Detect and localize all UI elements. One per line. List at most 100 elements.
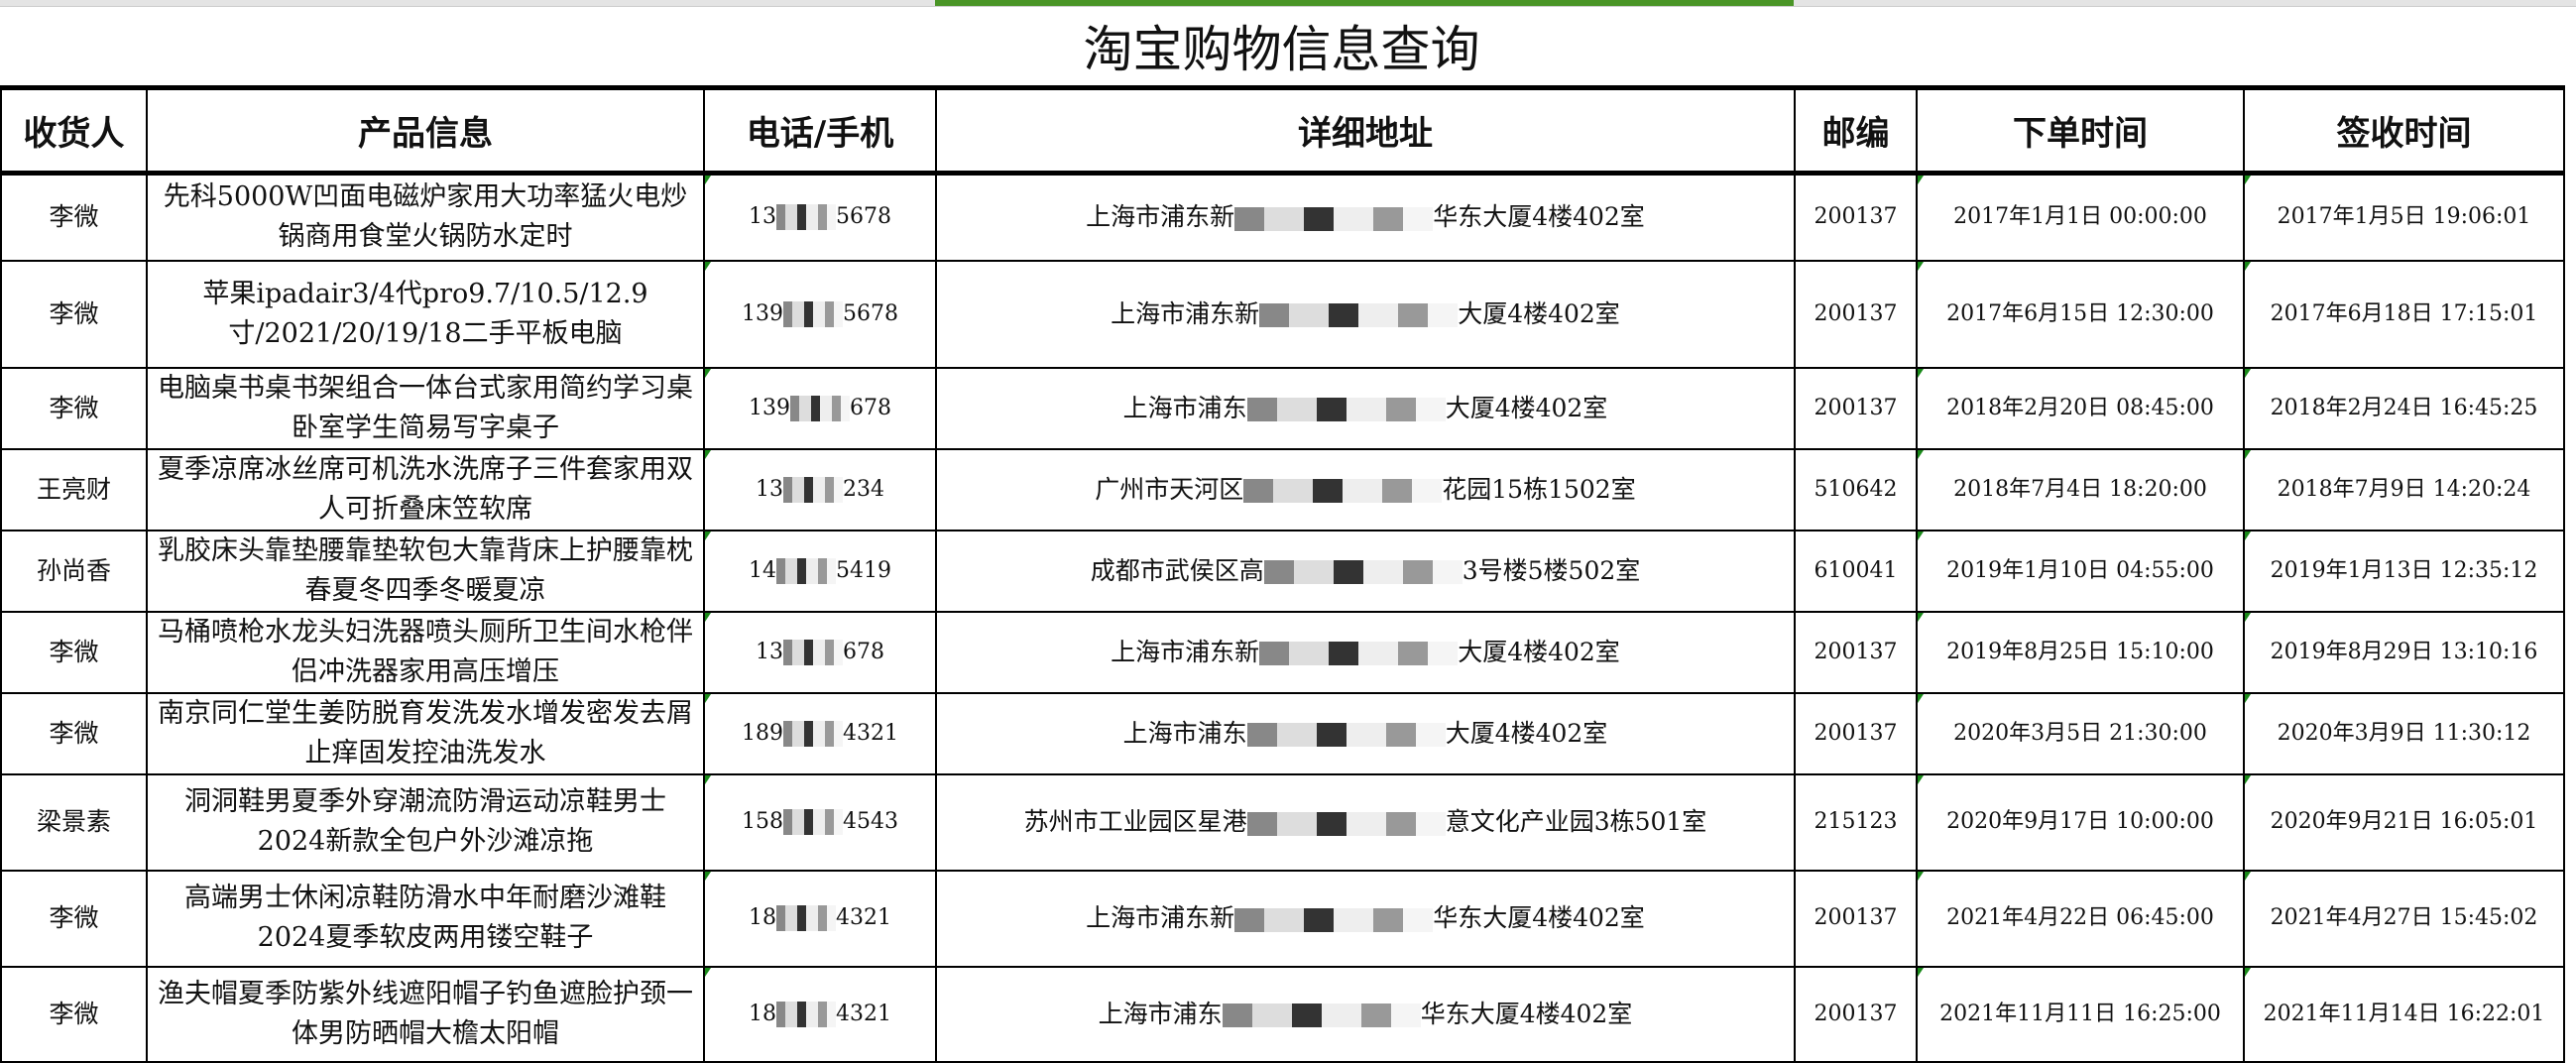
- cell-address[interactable]: 上海市浦东 大厦4楼402室: [935, 691, 1796, 775]
- cell-recipient[interactable]: 李微: [0, 172, 148, 262]
- cell-recipient[interactable]: 孙尚香: [0, 529, 148, 613]
- cell-product[interactable]: 夏季凉席冰丝席可机洗水洗席子三件套家用双人可折叠床笠软席: [146, 447, 705, 532]
- cell-order-time[interactable]: 2018年7月4日 18:20:00: [1916, 447, 2245, 532]
- address-visible-end: 大厦4楼402室: [1445, 393, 1608, 422]
- phone-visible-start: 14: [749, 557, 776, 583]
- cell-order-time[interactable]: 2017年6月15日 12:30:00: [1916, 259, 2245, 369]
- cell-phone[interactable]: 139 5678: [703, 259, 937, 369]
- header-zip[interactable]: 邮编: [1794, 85, 1918, 176]
- cell-recipient[interactable]: 李微: [0, 366, 148, 450]
- cell-zip[interactable]: 200137: [1794, 259, 1918, 369]
- header-address[interactable]: 详细地址: [935, 85, 1796, 176]
- header-sign-time[interactable]: 签收时间: [2243, 85, 2565, 176]
- cell-sign-time[interactable]: 2021年11月14日 16:22:01: [2243, 965, 2565, 1063]
- cell-phone[interactable]: 13 234: [703, 447, 937, 532]
- cell-zip[interactable]: 200137: [1794, 172, 1918, 262]
- cell-phone[interactable]: 139 678: [703, 366, 937, 450]
- cell-zip[interactable]: 215123: [1794, 772, 1918, 872]
- cell-sign-time[interactable]: 2017年1月5日 19:06:01: [2243, 172, 2565, 262]
- phone-visible-start: 189: [742, 720, 783, 746]
- cell-product[interactable]: 乳胶床头靠垫腰靠垫软包大靠背床上护腰靠枕春夏冬四季冬暖夏凉: [146, 529, 705, 613]
- address-visible-end: 意文化产业园3栋501室: [1445, 807, 1707, 836]
- cell-sign-time[interactable]: 2020年9月21日 16:05:01: [2243, 772, 2565, 872]
- cell-product[interactable]: 先科5000W凹面电磁炉家用大功率猛火电炒锅商用食堂火锅防水定时: [146, 172, 705, 262]
- cell-zip[interactable]: 200137: [1794, 869, 1918, 968]
- cell-address[interactable]: 成都市武侯区高 3号楼5楼502室: [935, 529, 1796, 613]
- cell-phone[interactable]: 14 5419: [703, 529, 937, 613]
- cell-phone[interactable]: 18 4321: [703, 869, 937, 968]
- phone-visible-end: 678: [850, 395, 891, 420]
- cell-phone[interactable]: 13 678: [703, 610, 937, 694]
- address-visible-start: 上海市浦东: [1098, 999, 1223, 1028]
- cell-recipient[interactable]: 李微: [0, 610, 148, 694]
- header-order-time[interactable]: 下单时间: [1916, 85, 2245, 176]
- cell-recipient[interactable]: 梁景素: [0, 772, 148, 872]
- phone-visible-end: 4321: [836, 1001, 891, 1026]
- cell-sign-time[interactable]: 2020年3月9日 11:30:12: [2243, 691, 2565, 775]
- address-visible-start: 上海市浦东: [1122, 718, 1247, 748]
- cell-product[interactable]: 南京同仁堂生姜防脱育发洗发水增发密发去屑止痒固发控油洗发水: [146, 691, 705, 775]
- cell-zip[interactable]: 200137: [1794, 610, 1918, 694]
- cell-product[interactable]: 电脑桌书桌书架组合一体台式家用简约学习桌卧室学生简易写字桌子: [146, 366, 705, 450]
- cell-zip[interactable]: 200137: [1794, 691, 1918, 775]
- cell-sign-time[interactable]: 2017年6月18日 17:15:01: [2243, 259, 2565, 369]
- cell-phone[interactable]: 158 4543: [703, 772, 937, 872]
- cell-product[interactable]: 渔夫帽夏季防紫外线遮阳帽子钓鱼遮脸护颈一体男防晒帽大檐太阳帽: [146, 965, 705, 1063]
- cell-zip[interactable]: 610041: [1794, 529, 1918, 613]
- cell-product[interactable]: 洞洞鞋男夏季外穿潮流防滑运动凉鞋男士2024新款全包户外沙滩凉拖: [146, 772, 705, 872]
- cell-recipient[interactable]: 李微: [0, 259, 148, 369]
- cell-sign-time[interactable]: 2018年2月24日 16:45:25: [2243, 366, 2565, 450]
- sheet-title: 淘宝购物信息查询: [1083, 21, 1480, 78]
- cell-zip[interactable]: 200137: [1794, 366, 1918, 450]
- address-visible-start: 广州市天河区: [1095, 474, 1244, 504]
- cell-address[interactable]: 上海市浦东新 大厦4楼402室: [935, 610, 1796, 694]
- cell-recipient[interactable]: 李微: [0, 691, 148, 775]
- cell-sign-time[interactable]: 2019年8月29日 13:10:16: [2243, 610, 2565, 694]
- header-phone[interactable]: 电话/手机: [703, 85, 937, 176]
- cell-address[interactable]: 上海市浦东新 华东大厦4楼402室: [935, 869, 1796, 968]
- cell-order-time[interactable]: 2020年3月5日 21:30:00: [1916, 691, 2245, 775]
- address-visible-start: 上海市浦东新: [1086, 903, 1235, 932]
- cell-order-time[interactable]: 2019年8月25日 15:10:00: [1916, 610, 2245, 694]
- cell-phone[interactable]: 189 4321: [703, 691, 937, 775]
- address-visible-end: 大厦4楼402室: [1458, 637, 1620, 666]
- header-product[interactable]: 产品信息: [146, 85, 705, 176]
- address-visible-end: 华东大厦4楼402室: [1433, 903, 1645, 932]
- cell-address[interactable]: 上海市浦东 大厦4楼402室: [935, 366, 1796, 450]
- table-row: 梁景素 洞洞鞋男夏季外穿潮流防滑运动凉鞋男士2024新款全包户外沙滩凉拖 158 45…: [0, 772, 2565, 872]
- cell-phone[interactable]: 13 5678: [703, 172, 937, 262]
- address-visible-start: 苏州市工业园区星港: [1023, 807, 1247, 836]
- redaction-mask: [790, 395, 850, 421]
- cell-order-time[interactable]: 2021年4月22日 06:45:00: [1916, 869, 2245, 968]
- cell-zip[interactable]: 200137: [1794, 965, 1918, 1063]
- cell-order-time[interactable]: 2020年9月17日 10:00:00: [1916, 772, 2245, 872]
- redaction-mask: [776, 557, 836, 584]
- cell-recipient[interactable]: 王亮财: [0, 447, 148, 532]
- cell-product[interactable]: 苹果ipadair3/4代pro9.7/10.5/12.9寸/2021/20/1…: [146, 259, 705, 369]
- cell-address[interactable]: 苏州市工业园区星港 意文化产业园3栋501室: [935, 772, 1796, 872]
- cell-sign-time[interactable]: 2019年1月13日 12:35:12: [2243, 529, 2565, 613]
- cell-product[interactable]: 高端男士休闲凉鞋防滑水中年耐磨沙滩鞋2024夏季软皮两用镂空鞋子: [146, 869, 705, 968]
- cell-sign-time[interactable]: 2018年7月9日 14:20:24: [2243, 447, 2565, 532]
- cell-address[interactable]: 上海市浦东新 华东大厦4楼402室: [935, 172, 1796, 262]
- address-visible-start: 上海市浦东新: [1111, 637, 1260, 666]
- cell-address[interactable]: 上海市浦东 华东大厦4楼402室: [935, 965, 1796, 1063]
- cell-phone[interactable]: 18 4321: [703, 965, 937, 1063]
- address-visible-start: 上海市浦东新: [1086, 202, 1235, 232]
- cell-sign-time[interactable]: 2021年4月27日 15:45:02: [2243, 869, 2565, 968]
- phone-visible-start: 13: [749, 204, 776, 230]
- cell-product[interactable]: 马桶喷枪水龙头妇洗器喷头厕所卫生间水枪伴侣冲洗器家用高压增压: [146, 610, 705, 694]
- cell-order-time[interactable]: 2019年1月10日 04:55:00: [1916, 529, 2245, 613]
- cell-order-time[interactable]: 2018年2月20日 08:45:00: [1916, 366, 2245, 450]
- cell-recipient[interactable]: 李微: [0, 965, 148, 1063]
- cell-address[interactable]: 广州市天河区 花园15栋1502室: [935, 447, 1796, 532]
- cell-zip[interactable]: 510642: [1794, 447, 1918, 532]
- cell-recipient[interactable]: 李微: [0, 869, 148, 968]
- cell-address[interactable]: 上海市浦东新 大厦4楼402室: [935, 259, 1796, 369]
- address-visible-start: 上海市浦东: [1122, 393, 1247, 422]
- cell-order-time[interactable]: 2017年1月1日 00:00:00: [1916, 172, 2245, 262]
- phone-visible-end: 5678: [843, 300, 898, 326]
- phone-visible-start: 139: [742, 300, 783, 326]
- header-recipient[interactable]: 收货人: [0, 85, 148, 176]
- cell-order-time[interactable]: 2021年11月11日 16:25:00: [1916, 965, 2245, 1063]
